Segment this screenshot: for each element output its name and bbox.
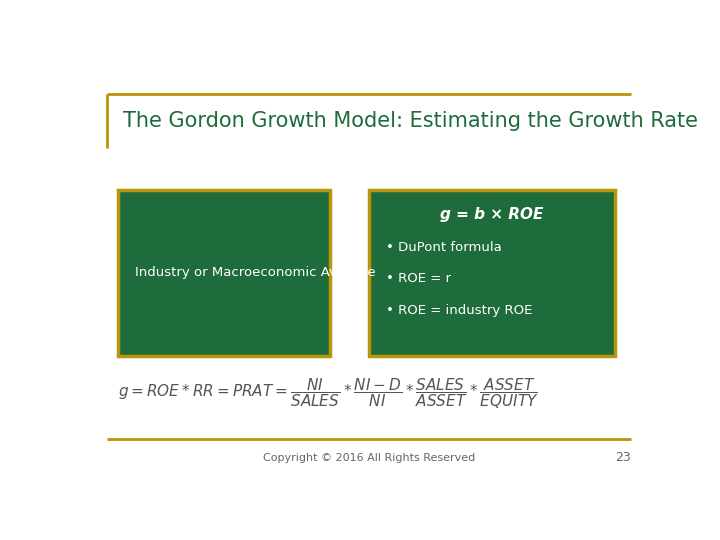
Text: • ROE = industry ROE: • ROE = industry ROE (386, 303, 532, 316)
Text: 23: 23 (616, 451, 631, 464)
Text: • ROE = r: • ROE = r (386, 273, 451, 286)
FancyBboxPatch shape (369, 190, 615, 356)
Text: • DuPont formula: • DuPont formula (386, 241, 502, 254)
Text: Copyright © 2016 All Rights Reserved: Copyright © 2016 All Rights Reserved (263, 453, 475, 463)
Text: Industry or Macroeconomic Average: Industry or Macroeconomic Average (135, 266, 375, 279)
Text: $g = ROE * RR = PRAT = \dfrac{NI}{SALES} * \dfrac{NI-D}{NI} * \dfrac{SALES}{ASSE: $g = ROE * RR = PRAT = \dfrac{NI}{SALES}… (118, 376, 539, 410)
FancyBboxPatch shape (118, 190, 330, 356)
Text: g = b × ROE: g = b × ROE (440, 207, 544, 222)
Text: The Gordon Growth Model: Estimating the Growth Rate: The Gordon Growth Model: Estimating the … (124, 111, 698, 131)
